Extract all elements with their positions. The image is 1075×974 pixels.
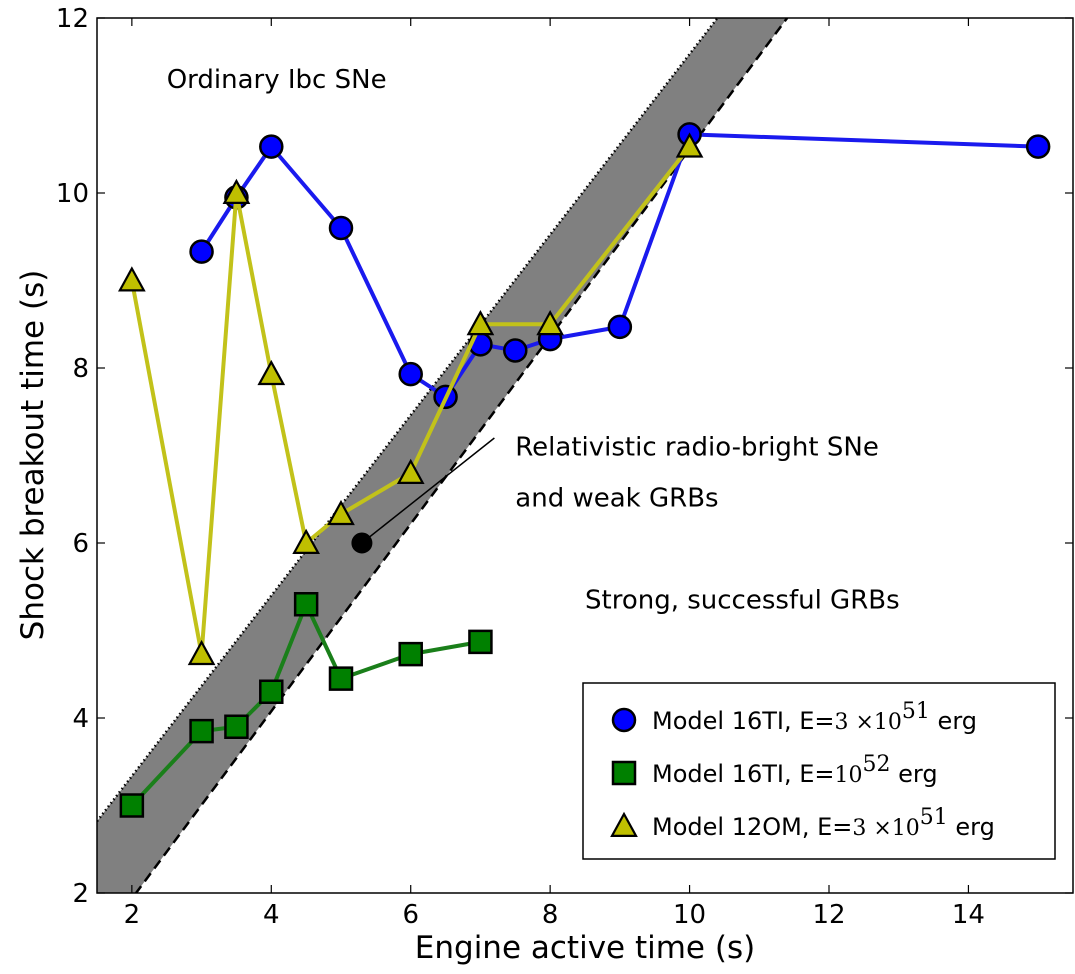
legend-label-text: Model 12OM, E= — [652, 813, 852, 841]
y-tick-label: 10 — [56, 179, 89, 209]
legend-frame — [582, 682, 1056, 860]
legend-label: Model 12OM, E=3 ×1051 erg — [652, 805, 995, 841]
series-layer — [117, 122, 1051, 818]
data-point-triangle — [292, 528, 321, 554]
x-tick-label: 10 — [673, 900, 706, 930]
x-axis-title: Engine active time (s) — [415, 930, 755, 966]
annotation-text: Relativistic radio-bright SNe — [515, 433, 879, 463]
legend-marker-triangle — [610, 811, 638, 837]
y-tick-label: 8 — [72, 354, 89, 384]
data-point-circle — [398, 361, 423, 387]
x-tick-label: 14 — [952, 900, 985, 930]
y-tick-label: 12 — [56, 4, 89, 34]
data-point-triangle — [675, 132, 704, 158]
legend-label-unit: erg — [948, 813, 995, 841]
relativistic-band — [97, 18, 788, 893]
y-tick-label: 4 — [72, 704, 89, 734]
data-point-circle — [607, 314, 633, 340]
data-point-triangle — [327, 499, 355, 526]
data-point-square — [468, 629, 493, 655]
data-point-circle — [259, 134, 284, 159]
annotation-text: and weak GRBs — [515, 483, 718, 513]
data-point-square — [259, 679, 284, 704]
plot-frame — [96, 17, 1074, 894]
legend-label-text: Model 16TI, E= — [652, 707, 835, 735]
annotation-text: Strong, successful GRBs — [585, 586, 900, 616]
annotation-arrow-line — [361, 437, 495, 544]
legend-label: Model 16TI, E=3 ×1051 erg — [652, 699, 977, 735]
y-tick-label: 2 — [72, 879, 89, 909]
x-tick-label: 6 — [402, 900, 419, 930]
data-point-circle — [503, 338, 528, 363]
data-point-square — [398, 641, 423, 667]
legend-marker-circle — [611, 707, 637, 733]
legend-label-math: 3 ×10 — [835, 710, 902, 735]
y-tick-label: 6 — [72, 529, 89, 559]
x-tick-label: 8 — [542, 900, 559, 930]
data-point-circle — [328, 215, 354, 241]
data-point-square — [293, 592, 319, 617]
series-square — [119, 592, 493, 818]
band-layer — [97, 18, 789, 893]
data-point-square — [119, 793, 145, 818]
data-point-triangle — [222, 178, 251, 204]
y-axis-title: Shock breakout time (s) — [15, 270, 51, 641]
annotation-layer: Ordinary Ibc SNe Relativistic radio-brigh… — [167, 65, 900, 616]
data-point-triangle — [257, 359, 286, 386]
data-point-circle — [189, 239, 214, 264]
x-tick-label: 4 — [263, 900, 280, 930]
legend-label-unit: erg — [930, 707, 977, 735]
legend-label-exponent: 51 — [902, 699, 930, 724]
legend-label-exponent: 52 — [863, 752, 891, 777]
legend-label-unit: erg — [891, 760, 938, 788]
data-point-square — [224, 714, 249, 739]
x-tick-label: 2 — [124, 900, 141, 930]
data-point-triangle — [536, 309, 565, 336]
data-point-triangle — [396, 458, 425, 484]
data-point-triangle — [466, 309, 495, 336]
data-point-triangle — [187, 639, 216, 666]
x-tick-label: 12 — [812, 900, 845, 930]
legend-label-math: 10 — [835, 763, 863, 788]
annotation-text: Ordinary Ibc SNe — [167, 65, 387, 95]
data-point-circle — [1025, 134, 1051, 159]
data-point-triangle — [117, 266, 146, 292]
data-point-square — [189, 718, 214, 744]
legend-marker-square — [611, 760, 637, 786]
tick-layer: 2 4 6 8 10 12 14 2 4 6 8 10 12 — [56, 4, 1073, 930]
annotation-point — [351, 532, 373, 554]
legend-label-math: 3 ×10 — [852, 816, 919, 841]
data-point-square — [328, 666, 354, 691]
band-lower-dashed-line — [134, 18, 789, 893]
legend-label: Model 16TI, E=1052 erg — [652, 752, 938, 788]
legend-label-exponent: 51 — [920, 805, 948, 830]
series-triangle — [117, 132, 704, 666]
series-circle — [189, 122, 1051, 410]
legend-label-text: Model 16TI, E= — [652, 760, 835, 788]
series-line-triangle — [129, 145, 692, 657]
